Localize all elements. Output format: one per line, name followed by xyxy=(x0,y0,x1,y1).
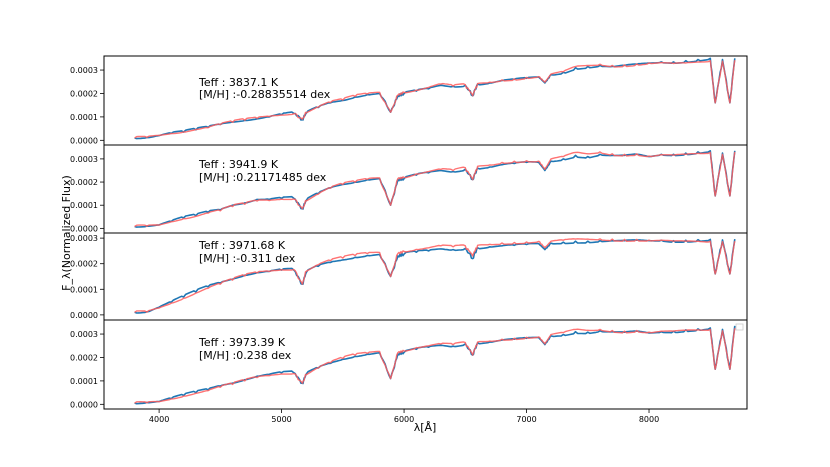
panel-1-series-1-line xyxy=(134,57,736,140)
panel-1-series-2-line xyxy=(134,60,736,139)
y-axis-label: F_λ(Normalized Flux) xyxy=(60,175,73,291)
panel-3-series-2-line xyxy=(134,238,736,313)
panel-2-ytick-label-0: 0.0000 xyxy=(70,224,98,233)
panel-1-annotation-teff: Teff : 3837.1 K xyxy=(198,76,279,89)
panel-4-annotation-metallicity: [M/H] :0.238 dex xyxy=(199,349,292,362)
xtick-label-4: 8000 xyxy=(639,415,659,424)
panel-3-ytick-label-3: 0.0003 xyxy=(70,234,98,243)
panel-4-ytick-label-2: 0.0002 xyxy=(70,353,98,362)
x-axis-label: λ[Å] xyxy=(414,421,437,434)
panel-4-ytick-label-3: 0.0003 xyxy=(70,330,98,339)
panel-3-annotation-metallicity: [M/H] :-0.311 dex xyxy=(199,252,296,265)
xtick-label-1: 5000 xyxy=(271,415,291,424)
panel-2-series-2-line xyxy=(134,151,736,228)
panel-4-ytick-label-1: 0.0001 xyxy=(70,377,98,386)
panel-4-series-2-line xyxy=(134,328,736,404)
panel-2-annotation-metallicity: [M/H] :0.21171485 dex xyxy=(199,171,327,184)
panel-2-yticks: 0.0000 0.0001 0.0002 0.0003 xyxy=(70,155,104,233)
panel-4-ytick-label-0: 0.0000 xyxy=(70,400,98,409)
panel-1: 0.0000 0.0001 0.0002 0.0003 Teff : 3837.1 K… xyxy=(70,55,748,146)
panel-2-annotation-teff: Teff : 3941.9 K xyxy=(198,158,279,171)
panel-1-annotation-metallicity: [M/H] :-0.28835514 dex xyxy=(199,88,331,101)
panel-2-marks xyxy=(134,150,736,228)
panel-2-ytick-label-3: 0.0003 xyxy=(70,155,98,164)
panel-3-ytick-label-2: 0.0002 xyxy=(70,260,98,269)
x-axis-ticks: 4000 5000 6000 7000 8000 xyxy=(149,409,659,424)
panel-2-ytick-label-2: 0.0002 xyxy=(70,178,98,187)
panel-1-ytick-label-1: 0.0001 xyxy=(70,113,98,122)
xtick-label-2: 6000 xyxy=(394,415,414,424)
panel-1-ytick-label-0: 0.0000 xyxy=(70,136,98,145)
empty-legend-box xyxy=(735,323,744,331)
panel-1-yticks: 0.0000 0.0001 0.0002 0.0003 xyxy=(70,66,104,145)
panel-1-marks xyxy=(134,57,736,140)
panel-4: 0.0000 0.0001 0.0002 0.0003 Teff : 3973.39 … xyxy=(70,319,748,410)
panel-2-ytick-label-1: 0.0001 xyxy=(70,201,98,210)
panel-3-annotation-teff: Teff : 3971.68 K xyxy=(198,239,286,252)
panel-1-ytick-label-2: 0.0002 xyxy=(70,89,98,98)
panel-3-ytick-label-0: 0.0000 xyxy=(70,311,98,320)
panel-3-yticks: 0.0000 0.0001 0.0002 0.0003 xyxy=(70,234,104,320)
panel-4-frame xyxy=(103,319,748,410)
panel-4-annotation-teff: Teff : 3973.39 K xyxy=(198,336,286,349)
xtick-label-3: 7000 xyxy=(516,415,536,424)
panel-4-marks xyxy=(134,325,736,405)
panel-3-marks xyxy=(134,238,736,314)
xtick-label-0: 4000 xyxy=(149,415,169,424)
panel-3-ytick-label-1: 0.0001 xyxy=(70,285,98,294)
panel-1-ytick-label-3: 0.0003 xyxy=(70,66,98,75)
panel-4-yticks: 0.0000 0.0001 0.0002 0.0003 xyxy=(70,330,104,409)
